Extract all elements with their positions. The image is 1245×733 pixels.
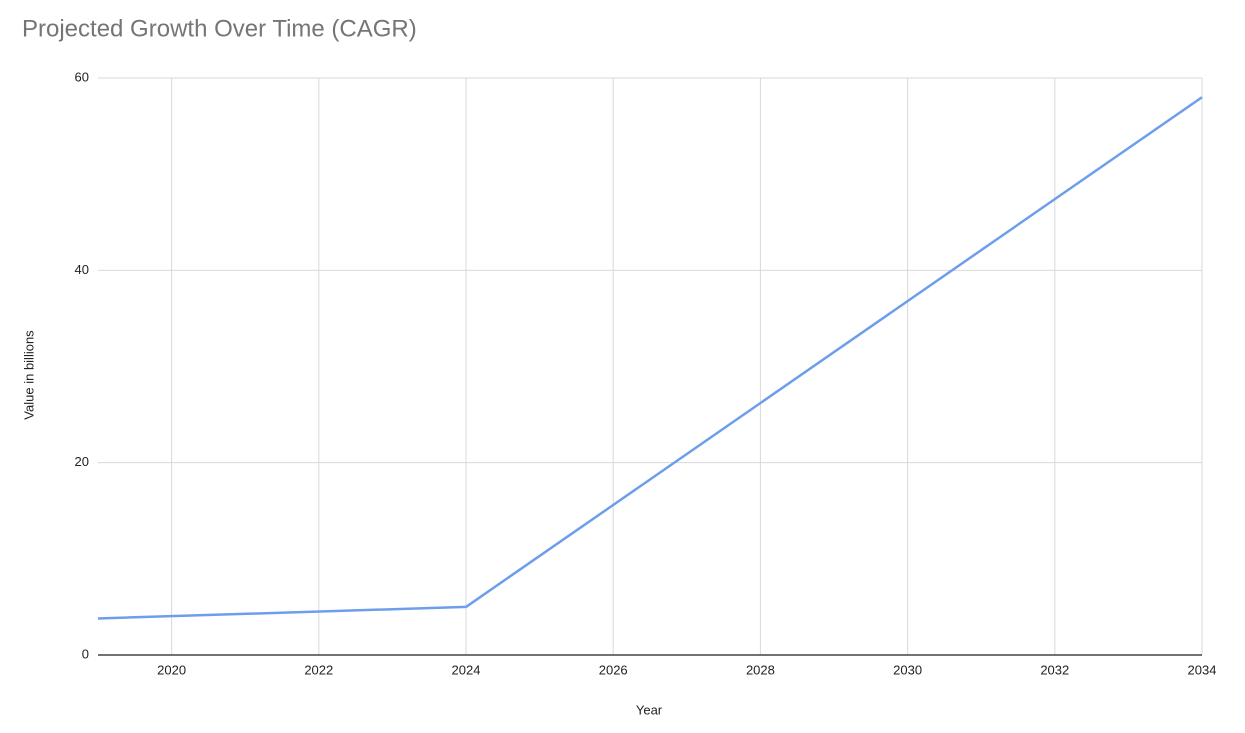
y-tick-label: 20 [75, 454, 89, 469]
x-tick-label: 2024 [452, 662, 481, 677]
y-tick-label: 40 [75, 262, 89, 277]
x-tick-label: 2030 [893, 662, 922, 677]
x-tick-label: 2034 [1188, 662, 1217, 677]
x-tick-label: 2026 [599, 662, 628, 677]
x-axis-label: Year [636, 702, 663, 717]
chart-title: Projected Growth Over Time (CAGR) [22, 15, 417, 42]
y-tick-label: 0 [82, 646, 89, 661]
x-tick-label: 2022 [304, 662, 333, 677]
x-tick-label: 2028 [746, 662, 775, 677]
x-tick-label: 2020 [157, 662, 186, 677]
line-series [97, 96, 1203, 620]
x-tick-label: 2032 [1040, 662, 1069, 677]
y-axis-label: Value in billions [21, 330, 36, 420]
y-tick-label: 60 [75, 69, 89, 84]
